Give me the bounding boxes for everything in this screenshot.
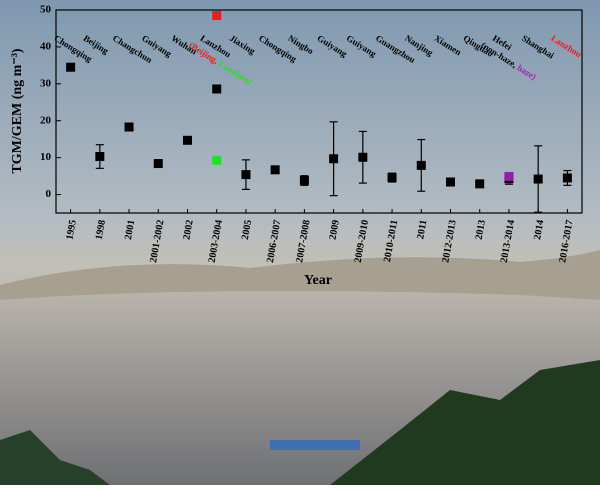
data-point	[416, 160, 426, 170]
data-point	[212, 84, 222, 94]
data-point	[446, 177, 455, 187]
x-tick-label: 1998	[94, 219, 108, 241]
data-point	[504, 171, 514, 181]
data-point	[299, 176, 309, 186]
station-roof	[270, 440, 360, 450]
y-tick-label: 20	[40, 114, 52, 126]
data-point	[212, 11, 222, 21]
x-axis-label: Year	[304, 273, 332, 288]
data-point	[562, 173, 572, 183]
data-point	[270, 165, 280, 175]
y-tick-label: 10	[40, 151, 52, 163]
data-point	[212, 155, 222, 165]
data-point	[533, 174, 543, 184]
y-axis-label: TGM/GEM (ng m⁻³)	[10, 48, 25, 173]
trees-left	[0, 430, 110, 485]
plot-frame	[55, 9, 583, 214]
data-point	[475, 179, 485, 189]
y-tick-label: 0	[46, 188, 52, 200]
data-point	[183, 135, 192, 145]
x-tick-label: 2002	[181, 219, 195, 241]
data-point	[153, 159, 163, 169]
data-point	[329, 154, 339, 164]
data-point	[95, 152, 105, 162]
x-tick-label: 2005	[240, 219, 254, 241]
data-point	[358, 152, 368, 162]
x-tick-label: 2014	[532, 219, 546, 241]
y-tick-label: 50	[40, 4, 52, 16]
x-tick-label: 2009	[328, 219, 342, 241]
x-tick-label: 2001	[123, 219, 137, 241]
x-tick-label: 1995	[65, 219, 79, 241]
y-tick-label: 40	[40, 40, 52, 52]
x-tick-label: 2013	[474, 219, 488, 241]
data-point	[241, 170, 251, 180]
trees	[330, 360, 600, 485]
data-point	[124, 122, 134, 132]
y-tick-label: 30	[40, 77, 52, 89]
data-point	[387, 173, 397, 183]
x-tick-label: 2011	[415, 219, 429, 240]
data-point	[66, 62, 76, 72]
